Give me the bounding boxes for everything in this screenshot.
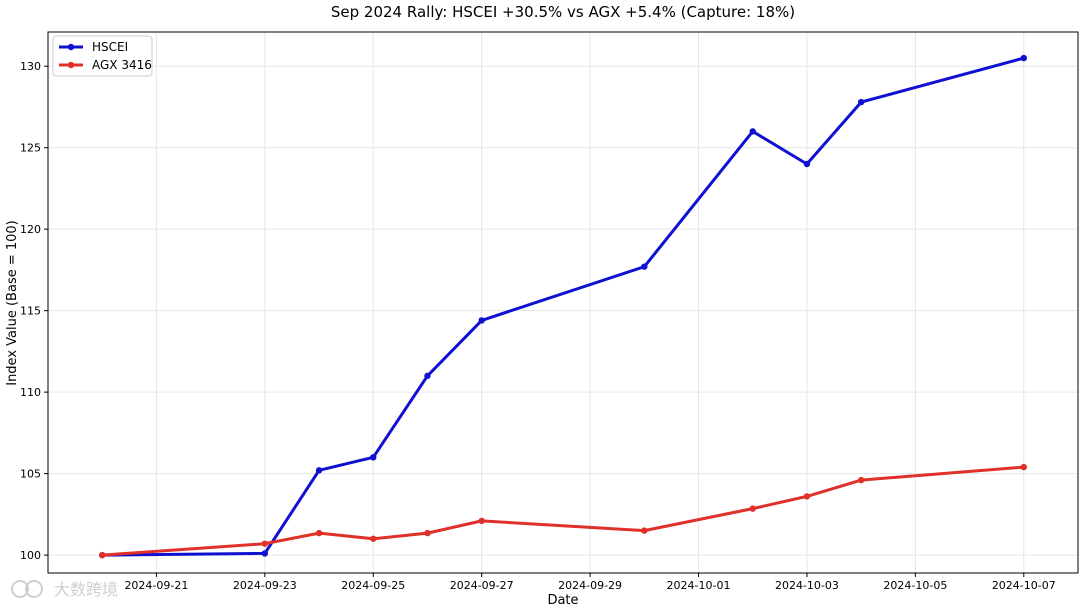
- data-point-hscei: [261, 550, 269, 557]
- watermark: 大数跨境: [11, 580, 118, 599]
- x-tick-label: 2024-09-23: [233, 579, 297, 592]
- data-point-hscei: [803, 160, 811, 168]
- y-axis: 100 105 110 115 120 125 130: [20, 60, 48, 562]
- legend-label-hscei: HSCEI: [92, 40, 128, 54]
- data-point-hscei: [857, 98, 865, 106]
- x-tick-label: 2024-10-05: [883, 579, 947, 592]
- series-agx-3416: [99, 463, 1027, 559]
- y-tick-label: 110: [20, 386, 41, 399]
- data-point-hscei: [1020, 54, 1027, 62]
- data-point-hscei: [315, 467, 323, 474]
- y-tick-label: 100: [20, 549, 41, 562]
- x-tick-label: 2024-10-01: [667, 579, 731, 592]
- data-point-agx-3416: [478, 517, 485, 525]
- x-axis: 2024-09-21 2024-09-23 2024-09-25 2024-09-27…: [124, 573, 1056, 592]
- series-line-hscei: [102, 56, 1025, 557]
- x-tick-label: 2024-10-03: [775, 579, 839, 592]
- x-tick-label: 2024-09-29: [558, 579, 622, 592]
- data-point-hscei: [749, 128, 756, 135]
- x-tick-label: 2024-09-21: [124, 579, 188, 592]
- data-point-agx-3416: [315, 529, 323, 537]
- data-point-hscei: [424, 372, 431, 380]
- legend-marker-agx: [67, 61, 75, 69]
- y-axis-label: Index Value (Base = 100): [5, 220, 20, 386]
- watermark-text: 大数跨境: [54, 580, 118, 599]
- series-hscei: [99, 54, 1027, 559]
- x-tick-label: 2024-09-25: [341, 579, 405, 592]
- data-point-agx-3416: [424, 529, 431, 537]
- grid: [48, 32, 1078, 573]
- watermark-logo-icon: [11, 580, 43, 598]
- chart-title: Sep 2024 Rally: HSCEI +30.5% vs AGX +5.4…: [331, 3, 795, 21]
- legend-label-agx: AGX 3416: [92, 58, 152, 72]
- y-tick-label: 125: [20, 142, 41, 155]
- y-tick-label: 130: [20, 60, 41, 73]
- data-point-agx-3416: [749, 505, 756, 512]
- x-axis-label: Date: [547, 593, 578, 608]
- data-point-agx-3416: [370, 535, 377, 542]
- plot-area: [47, 31, 1079, 574]
- series-layer: [99, 54, 1027, 559]
- data-point-agx-3416: [641, 527, 648, 534]
- x-tick-label: 2024-09-27: [450, 579, 514, 592]
- y-tick-label: 105: [20, 468, 41, 481]
- legend: HSCEI AGX 3416: [52, 35, 153, 77]
- data-point-hscei: [478, 317, 485, 324]
- data-point-hscei: [370, 454, 377, 461]
- data-point-hscei: [641, 263, 648, 270]
- y-tick-label: 120: [20, 223, 41, 236]
- data-point-agx-3416: [803, 493, 811, 500]
- series-line-agx-3416: [102, 465, 1024, 557]
- x-tick-label: 2024-10-07: [992, 579, 1056, 592]
- data-point-agx-3416: [261, 540, 269, 547]
- y-tick-label: 115: [20, 305, 41, 318]
- data-point-agx-3416: [99, 551, 106, 559]
- legend-marker-hscei: [67, 43, 75, 51]
- data-point-agx-3416: [1020, 463, 1027, 471]
- data-point-agx-3416: [857, 476, 865, 484]
